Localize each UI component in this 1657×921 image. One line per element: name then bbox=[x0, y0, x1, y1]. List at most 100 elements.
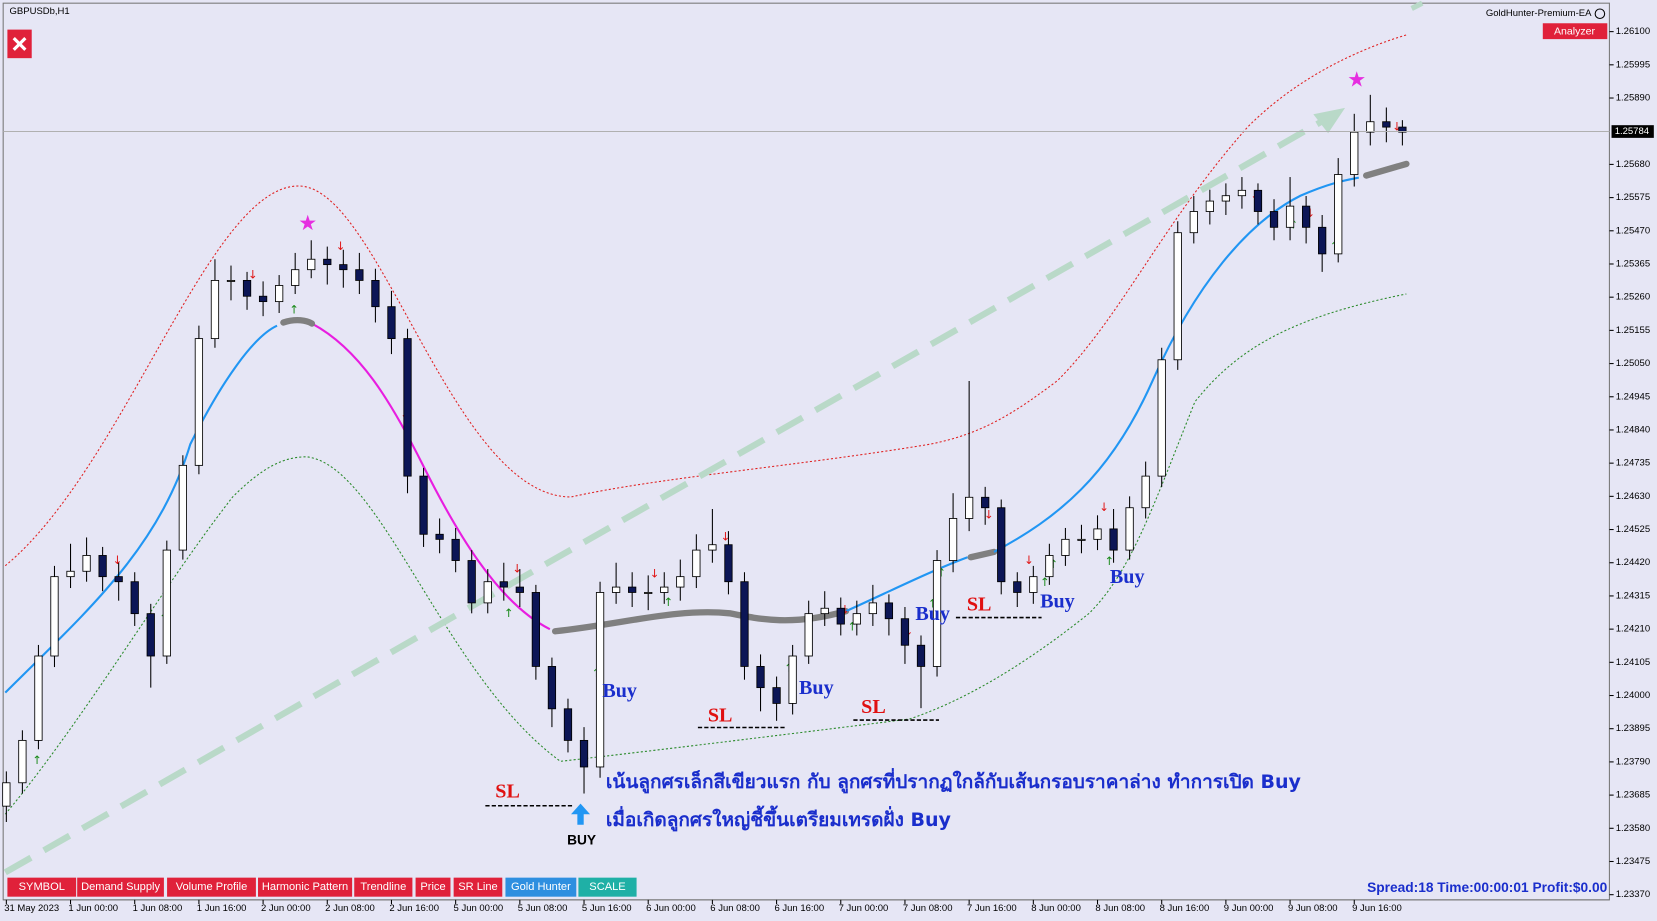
toolbar-button-label[interactable]: Gold Hunter bbox=[511, 881, 571, 893]
candle-body bbox=[868, 602, 877, 615]
candle-body bbox=[323, 258, 332, 266]
candle-body bbox=[1029, 576, 1038, 593]
candle-body bbox=[1301, 205, 1311, 228]
trend-arrow-2 bbox=[1410, 0, 1424, 11]
svg-text:↑: ↑ bbox=[504, 606, 514, 620]
candle-body bbox=[98, 555, 107, 578]
x-tick-label: 9 Jun 08:00 bbox=[1288, 903, 1338, 914]
candle-body bbox=[644, 592, 653, 594]
x-tick-label: 7 Jun 08:00 bbox=[903, 903, 953, 914]
candle-body bbox=[403, 338, 412, 477]
candle-body bbox=[371, 280, 380, 308]
sl-label: SL bbox=[967, 594, 992, 616]
y-tick-label: 1.24630 bbox=[1616, 491, 1650, 502]
candle-body bbox=[1125, 507, 1134, 551]
svg-text:↓: ↓ bbox=[1099, 500, 1109, 514]
candle-body bbox=[788, 655, 797, 704]
y-tick-label: 1.24735 bbox=[1616, 458, 1650, 469]
x-tick-label: 5 Jun 00:00 bbox=[454, 903, 504, 914]
star: ★ bbox=[1347, 66, 1366, 91]
candle-body bbox=[932, 560, 942, 667]
candle-body bbox=[563, 708, 573, 741]
toolbar-button-label[interactable]: Price bbox=[420, 881, 445, 893]
y-tick-label: 1.24000 bbox=[1616, 690, 1650, 701]
svg-text:↓: ↓ bbox=[650, 567, 660, 581]
buy-label: Buy bbox=[915, 603, 950, 625]
y-tick-label: 1.26100 bbox=[1616, 26, 1650, 37]
y-tick-label: 1.25050 bbox=[1616, 358, 1650, 369]
toolbar-button-label[interactable]: Trendline bbox=[360, 881, 406, 893]
y-tick-label: 1.24105 bbox=[1616, 657, 1650, 668]
toolbar-button[interactable] bbox=[258, 877, 353, 897]
candle-body bbox=[1221, 195, 1231, 202]
x-tick-label: 1 Jun 00:00 bbox=[68, 903, 118, 914]
candle-body bbox=[1189, 211, 1198, 234]
svg-text:↑: ↑ bbox=[289, 302, 299, 316]
candle-body bbox=[948, 518, 958, 561]
candle-body bbox=[34, 655, 43, 741]
candle-body bbox=[1077, 538, 1086, 541]
buy-label: Buy bbox=[1110, 566, 1145, 588]
candle-body bbox=[275, 285, 284, 303]
x-tick-label: 2 Jun 00:00 bbox=[261, 903, 311, 914]
mid-line bbox=[993, 176, 1360, 553]
toolbar-button-label[interactable]: Volume Profile bbox=[176, 881, 248, 893]
y-tick-label: 1.24420 bbox=[1616, 557, 1650, 568]
toolbar-button[interactable] bbox=[415, 877, 451, 897]
candle-body bbox=[772, 687, 781, 704]
candle-body bbox=[419, 475, 428, 535]
candle-body bbox=[1061, 538, 1070, 556]
x-tick-label: 1 Jun 08:00 bbox=[133, 903, 183, 914]
svg-text:↓: ↓ bbox=[512, 561, 522, 575]
candle-body bbox=[708, 544, 717, 551]
toolbar-button[interactable] bbox=[167, 877, 256, 897]
sl-label: SL bbox=[495, 781, 520, 803]
y-tick-label: 1.25890 bbox=[1616, 93, 1650, 104]
candle-body bbox=[884, 602, 894, 620]
candle-body bbox=[1350, 131, 1359, 175]
candle-body bbox=[162, 549, 171, 657]
sl-label: SL bbox=[708, 705, 733, 727]
candle-body bbox=[483, 581, 492, 604]
candle-body bbox=[82, 555, 91, 572]
analyzer-label[interactable]: Analyzer bbox=[1554, 26, 1596, 38]
x-tick-label: 6 Jun 16:00 bbox=[774, 903, 824, 914]
toolbar-button[interactable] bbox=[578, 877, 637, 897]
candle-body bbox=[130, 581, 139, 615]
svg-text:↑: ↑ bbox=[1040, 575, 1050, 589]
candle-body bbox=[804, 613, 813, 657]
analyzer-button[interactable] bbox=[1542, 23, 1608, 40]
close-icon[interactable] bbox=[12, 36, 27, 51]
mid-line-down bbox=[311, 322, 551, 631]
candle-body bbox=[291, 269, 300, 286]
toolbar-button[interactable] bbox=[7, 877, 77, 897]
candle-body bbox=[900, 618, 910, 646]
toolbar-button-label[interactable]: SCALE bbox=[589, 881, 625, 893]
toolbar-button-label[interactable]: SYMBOL bbox=[19, 881, 65, 893]
candle-body bbox=[499, 581, 508, 588]
candle-body bbox=[852, 613, 861, 625]
symbol-label: GBPUSDb,H1 bbox=[10, 6, 70, 17]
candle-body bbox=[210, 280, 220, 340]
y-tick-label: 1.24945 bbox=[1616, 391, 1650, 402]
toolbar-button-label[interactable]: Demand Supply bbox=[81, 881, 160, 893]
candle-body bbox=[660, 586, 669, 593]
candle-body bbox=[1285, 205, 1295, 228]
current-price-label: 1.25784 bbox=[1615, 126, 1649, 137]
y-tick-label: 1.25365 bbox=[1616, 259, 1650, 270]
y-tick-label: 1.25155 bbox=[1616, 325, 1650, 336]
toolbar-button[interactable] bbox=[77, 877, 164, 897]
toolbar-button[interactable] bbox=[505, 877, 577, 897]
candle-body bbox=[1013, 581, 1022, 593]
toolbar-button[interactable] bbox=[354, 877, 413, 897]
toolbar-button[interactable] bbox=[453, 877, 503, 897]
toolbar-button-label[interactable]: SR Line bbox=[458, 881, 497, 893]
y-tick-label: 1.24525 bbox=[1616, 524, 1650, 535]
x-tick-label: 6 Jun 08:00 bbox=[710, 903, 760, 914]
candle-body bbox=[1269, 211, 1279, 228]
candle-body bbox=[1109, 528, 1118, 551]
note: เน้นลูกศรเล็กสีเขียวแรก กับ ลูกศรที่ปราก… bbox=[606, 768, 1302, 794]
x-tick-label: 8 Jun 16:00 bbox=[1160, 903, 1210, 914]
candle-body bbox=[355, 269, 364, 281]
toolbar-button-label[interactable]: Harmonic Pattern bbox=[262, 881, 348, 893]
